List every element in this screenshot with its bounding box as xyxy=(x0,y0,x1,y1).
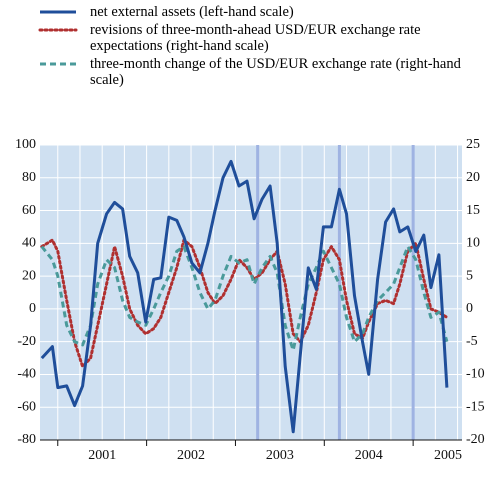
legend-item: three-month change of the USD/EUR exchan… xyxy=(0,56,485,88)
y2-tick-label: -5 xyxy=(466,334,478,349)
legend-swatch xyxy=(40,10,76,14)
x-tick-label: 2003 xyxy=(266,448,294,463)
legend-item: net external assets (left-hand scale) xyxy=(0,4,485,20)
y-tick-label: 20 xyxy=(22,268,36,283)
y-tick-label: -40 xyxy=(17,367,36,382)
y2-tick-label: 0 xyxy=(466,301,473,316)
x-tick-label: 2001 xyxy=(88,448,116,463)
y2-tick-label: -15 xyxy=(466,399,485,414)
y2-tick-label: -20 xyxy=(466,432,485,447)
y-tick-label: 40 xyxy=(22,236,36,251)
legend-swatch xyxy=(40,62,76,66)
y-tick-label: -20 xyxy=(17,334,36,349)
legend-label: three-month change of the USD/EUR exchan… xyxy=(90,56,461,88)
y2-tick-label: 20 xyxy=(466,170,480,185)
y-tick-label: 60 xyxy=(22,203,36,218)
legend-label: revisions of three-month-ahead USD/EUR e… xyxy=(90,22,421,54)
x-tick-label: 2005 xyxy=(434,448,462,463)
y2-tick-label: 5 xyxy=(466,268,473,283)
legend-item: revisions of three-month-ahead USD/EUR e… xyxy=(0,22,485,54)
y-tick-label: -60 xyxy=(17,399,36,414)
legend: net external assets (left-hand scale) rev… xyxy=(0,4,495,90)
series-line xyxy=(40,245,449,352)
series-line xyxy=(40,159,449,434)
legend-swatch xyxy=(38,28,78,32)
y-tick-label: 100 xyxy=(15,137,36,152)
plot-area xyxy=(40,145,462,440)
x-tick-label: 2004 xyxy=(355,448,383,463)
y2-tick-label: 10 xyxy=(466,236,480,251)
y-tick-label: -80 xyxy=(17,432,36,447)
series-line xyxy=(40,238,449,369)
x-tick-label: 2002 xyxy=(177,448,205,463)
y-tick-label: 0 xyxy=(29,301,36,316)
y2-tick-label: 15 xyxy=(466,203,480,218)
y2-tick-label: 25 xyxy=(466,137,480,152)
y2-tick-label: -10 xyxy=(466,367,485,382)
legend-label: net external assets (left-hand scale) xyxy=(90,4,294,20)
y-tick-label: 80 xyxy=(22,170,36,185)
